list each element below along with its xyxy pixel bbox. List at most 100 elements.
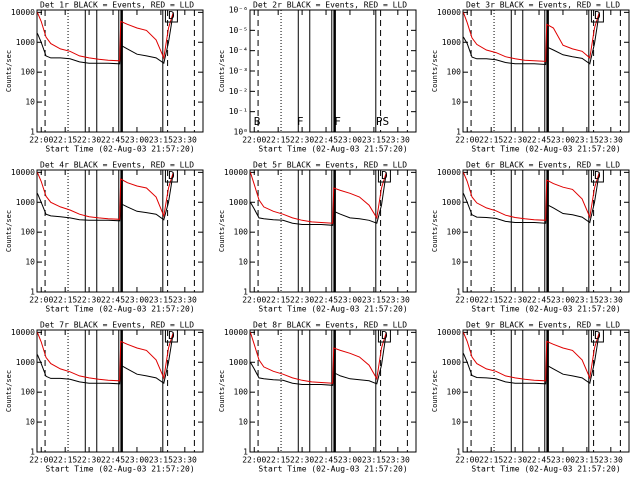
x-tick-label: 23:00 [551, 296, 575, 305]
x-tick-label: 23:00 [125, 136, 149, 145]
series-line [36, 172, 174, 220]
y-axis-label: Counts/sec [218, 210, 226, 252]
x-tick-label: 23:15 [149, 296, 173, 305]
y-tick-label: 100 [447, 68, 462, 77]
panel-title: Det 2r BLACK = Events, RED = LLD [253, 1, 407, 10]
panel-title: Det 8r BLACK = Events, RED = LLD [253, 321, 407, 330]
y-axis-label: Counts/sec [218, 50, 226, 92]
series-line [462, 332, 600, 382]
series-line [36, 332, 174, 382]
x-tick-label: 23:30 [599, 296, 623, 305]
y-tick-label: 10 [238, 418, 248, 427]
y-tick-label: 10000 [437, 8, 461, 17]
y-tick-label: 100 [234, 228, 249, 237]
x-tick-label: 23:15 [362, 456, 386, 465]
x-tick-label: 22:45 [527, 296, 551, 305]
x-tick-label: 23:00 [338, 456, 362, 465]
y-tick-label: 10 [25, 418, 35, 427]
y-tick-label: 1 [456, 128, 461, 137]
x-axis-label: Start Time (02-Aug-03 21:57:20) [258, 305, 407, 314]
series-line [462, 12, 600, 62]
x-tick-label: 22:30 [503, 456, 527, 465]
x-axis-label: Start Time (02-Aug-03 21:57:20) [45, 145, 194, 154]
y-tick-label: 100 [21, 228, 36, 237]
x-tick-label: 22:30 [290, 296, 314, 305]
panel: Det 9r BLACK = Events, RED = LLD 1 10 100 10… [431, 321, 630, 474]
y-tick-label: 1 [243, 288, 248, 297]
x-tick-label: 23:30 [173, 136, 197, 145]
y-tick-label: 1 [456, 448, 461, 457]
series-line [36, 12, 174, 65]
x-tick-label: 22:45 [314, 456, 338, 465]
y-tick-label: 1000 [442, 198, 461, 207]
panel: Det 5r BLACK = Events, RED = LLD 1 10 100 10… [218, 161, 417, 314]
annotation-box [590, 9, 604, 23]
x-axis-label: Start Time (02-Aug-03 21:57:20) [45, 465, 194, 474]
y-tick-label: 100 [447, 388, 462, 397]
y-tick-label: 1000 [442, 358, 461, 367]
annotation-box [164, 169, 178, 183]
x-tick-label: 22:00 [29, 136, 53, 145]
plot-frame [249, 329, 417, 453]
y-axis-label: Counts/sec [5, 370, 13, 412]
x-tick-label: 23:15 [575, 296, 599, 305]
y-tick-label: 100 [234, 388, 249, 397]
x-tick-label: 23:30 [386, 296, 410, 305]
x-tick-label: 23:15 [575, 456, 599, 465]
y-tick-label: 1000 [229, 198, 248, 207]
annotation-box [377, 329, 391, 343]
x-tick-label: 23:30 [599, 136, 623, 145]
annotation: D [594, 329, 601, 342]
x-tick-label: 22:15 [266, 136, 290, 145]
x-tick-label: 23:15 [362, 296, 386, 305]
plot-frame [249, 169, 417, 293]
x-axis-label: Start Time (02-Aug-03 21:57:20) [258, 465, 407, 474]
x-tick-label: 22:30 [77, 296, 101, 305]
y-tick-label: 1 [30, 288, 35, 297]
y-tick-label: 1 [456, 288, 461, 297]
annotation: D [594, 9, 601, 22]
y-tick-label: 100 [21, 388, 36, 397]
y-tick-label: 10⁰ [234, 128, 248, 137]
panel-title: Det 7r BLACK = Events, RED = LLD [40, 321, 194, 330]
annotation: D [594, 169, 601, 182]
x-tick-label: 23:30 [599, 456, 623, 465]
series-line [462, 172, 600, 221]
y-tick-label: 10000 [437, 328, 461, 337]
y-tick-label: 1000 [16, 38, 35, 47]
x-tick-label: 22:00 [29, 456, 53, 465]
panel-title: Det 4r BLACK = Events, RED = LLD [40, 161, 194, 170]
x-tick-label: 22:45 [314, 296, 338, 305]
series-line [36, 12, 174, 62]
x-tick-label: 23:00 [551, 136, 575, 145]
x-tick-label: 23:00 [551, 456, 575, 465]
x-tick-label: 22:45 [527, 456, 551, 465]
y-tick-label: 1000 [229, 358, 248, 367]
x-axis-label: Start Time (02-Aug-03 21:57:20) [471, 305, 620, 314]
y-tick-label: 10000 [224, 168, 248, 177]
annotation: D [381, 329, 388, 342]
x-tick-label: 22:00 [29, 296, 53, 305]
x-axis-label: Start Time (02-Aug-03 21:57:20) [258, 145, 407, 154]
annotation-box [377, 169, 391, 183]
y-tick-label: 10 [451, 258, 461, 267]
plot-frame [36, 329, 204, 453]
x-tick-label: 22:15 [53, 456, 77, 465]
plot-frame [462, 9, 630, 133]
y-tick-label: 10⁻⁵ [229, 26, 248, 35]
x-axis-label: Start Time (02-Aug-03 21:57:20) [471, 465, 620, 474]
y-axis-label: Counts/sec [431, 210, 439, 252]
y-tick-label: 10000 [224, 328, 248, 337]
x-tick-label: 23:30 [173, 456, 197, 465]
annotation: D [381, 169, 388, 182]
y-tick-label: 100 [21, 68, 36, 77]
y-tick-label: 1 [243, 448, 248, 457]
panel: Det 3r BLACK = Events, RED = LLD 1 10 100 10… [431, 1, 630, 154]
panel-title: Det 3r BLACK = Events, RED = LLD [466, 1, 620, 10]
panel-title: Det 1r BLACK = Events, RED = LLD [40, 1, 194, 10]
y-tick-label: 10 [451, 418, 461, 427]
plot-frame [462, 329, 630, 453]
x-tick-label: 23:00 [338, 136, 362, 145]
y-axis-label: Counts/sec [5, 50, 13, 92]
